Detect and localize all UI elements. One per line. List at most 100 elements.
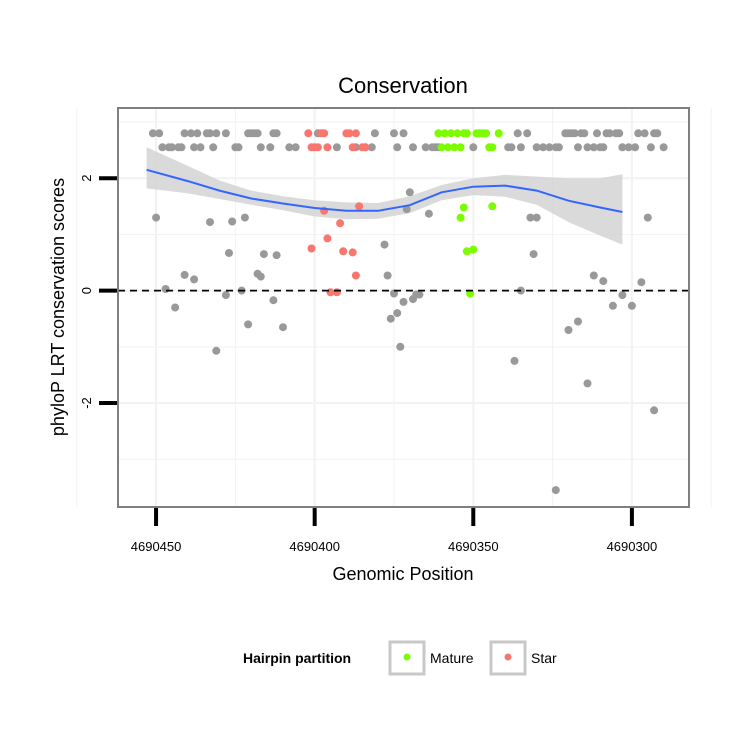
data-point-other	[158, 143, 167, 152]
y-tick-label: 0	[79, 287, 94, 294]
data-point-other	[167, 143, 176, 152]
data-point-other	[206, 218, 214, 227]
data-point-other	[424, 209, 433, 218]
data-point-other	[637, 278, 646, 287]
data-point-other	[532, 143, 541, 152]
grid-lines	[76, 108, 712, 507]
data-point-other	[180, 129, 189, 138]
data-point-other	[526, 213, 535, 222]
data-point-other	[659, 143, 668, 152]
x-axis-title: Genomic Position	[332, 564, 473, 584]
data-point-other	[171, 303, 180, 312]
legend-marker-mature	[403, 653, 411, 661]
data-point-other	[570, 129, 579, 138]
data-point-other	[221, 291, 230, 300]
data-point-star	[307, 244, 316, 253]
data-point-mature	[462, 247, 471, 256]
data-point-star	[345, 129, 354, 138]
data-point-other	[256, 143, 265, 152]
data-point-other	[386, 314, 395, 323]
data-point-other	[583, 379, 592, 388]
legend-label-mature: Mature	[430, 650, 474, 666]
data-point-mature	[459, 203, 468, 212]
data-point-other	[266, 143, 275, 152]
data-point-other	[532, 213, 541, 222]
data-point-other	[240, 213, 249, 222]
data-point-other	[272, 251, 281, 260]
data-point-other	[155, 129, 164, 138]
data-point-other	[421, 143, 430, 152]
data-point-mature	[447, 129, 456, 138]
x-tick-label: 4690450	[131, 539, 182, 554]
data-point-other	[618, 291, 627, 300]
data-point-other	[180, 270, 189, 279]
data-point-other	[599, 277, 608, 286]
data-point-mature	[469, 245, 478, 254]
legend-label-star: Star	[531, 650, 557, 666]
data-point-other	[529, 250, 538, 259]
data-point-mature	[453, 129, 462, 138]
data-point-other	[390, 129, 398, 138]
data-point-star	[332, 288, 341, 297]
x-tick-label: 4690300	[607, 539, 658, 554]
data-point-other	[627, 301, 636, 310]
data-point-star	[339, 247, 348, 256]
legend-marker-star	[504, 653, 512, 661]
panel-border	[117, 107, 690, 508]
data-point-other	[516, 143, 525, 152]
y-axis: 2 0 -2	[79, 175, 117, 409]
data-point-mature	[434, 129, 443, 138]
data-point-other	[152, 213, 161, 222]
data-point-other	[367, 143, 376, 152]
data-point-mature	[494, 129, 503, 138]
data-point-other	[221, 129, 230, 138]
data-point-other	[393, 143, 402, 152]
data-point-other	[228, 217, 237, 226]
legend: Hairpin partition Mature Star	[243, 640, 557, 676]
data-point-other	[589, 143, 598, 152]
data-point-other	[539, 143, 548, 152]
data-point-other	[624, 143, 633, 152]
data-point-other	[332, 143, 341, 152]
data-point-other	[234, 143, 243, 152]
data-point-other	[161, 285, 170, 293]
y-tick-label: -2	[79, 397, 94, 409]
data-point-other	[646, 143, 655, 152]
panel-background	[118, 108, 689, 507]
data-point-other	[634, 129, 643, 138]
data-point-other	[409, 143, 417, 152]
data-point-other	[269, 296, 278, 305]
data-point-other	[608, 301, 617, 310]
data-point-other	[574, 317, 582, 326]
data-point-other	[396, 342, 405, 351]
data-point-other	[615, 129, 624, 138]
data-point-other	[190, 143, 199, 152]
data-point-other	[469, 143, 478, 152]
data-point-star	[351, 129, 360, 138]
data-point-other	[640, 129, 649, 138]
data-point-other	[650, 406, 659, 415]
smooth-line	[146, 168, 623, 213]
data-point-other	[618, 143, 627, 152]
data-point-star	[304, 129, 313, 138]
data-point-mature	[482, 129, 490, 138]
data-point-other	[399, 297, 408, 306]
legend-item-star: Star	[489, 640, 557, 676]
data-point-star	[336, 219, 345, 228]
data-point-star	[361, 143, 370, 152]
data-point-other	[551, 486, 560, 495]
data-point-other	[523, 129, 532, 138]
data-point-mature	[462, 129, 471, 138]
data-point-other	[253, 129, 262, 138]
data-point-other	[370, 129, 379, 138]
data-point-other	[583, 143, 592, 152]
plot-panel	[76, 107, 712, 508]
data-point-other	[383, 271, 392, 280]
data-point-other	[272, 129, 281, 138]
data-point-mature	[488, 202, 497, 211]
data-point-other	[554, 143, 563, 152]
data-point-mature	[450, 143, 459, 152]
data-point-other	[580, 129, 589, 138]
data-point-other	[545, 143, 554, 152]
